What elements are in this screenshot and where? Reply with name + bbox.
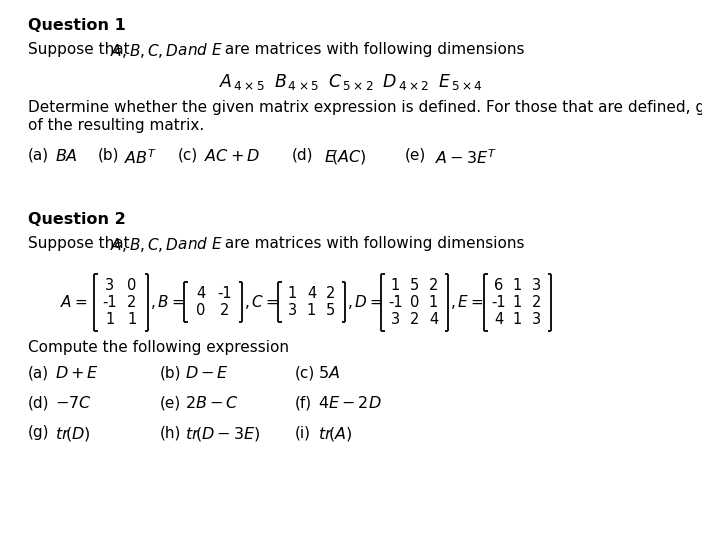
Text: (a): (a) — [28, 365, 49, 380]
Text: (c): (c) — [295, 365, 315, 380]
Text: 4: 4 — [429, 312, 438, 327]
Text: (h): (h) — [160, 425, 181, 440]
Text: 3: 3 — [532, 278, 541, 293]
Text: 4: 4 — [307, 286, 316, 301]
Text: $,C=$: $,C=$ — [244, 293, 279, 311]
Text: $A_{\,4\times5}\;\; B_{\,4\times5}\;\; C_{\,5\times2}\;\; D_{\,4\times2}\;\; E_{: $A_{\,4\times5}\;\; B_{\,4\times5}\;\; C… — [219, 72, 483, 92]
Text: $AC+D$: $AC+D$ — [204, 148, 260, 164]
Text: 3: 3 — [105, 278, 114, 293]
Text: 5: 5 — [410, 278, 419, 293]
Text: 6: 6 — [494, 278, 503, 293]
Text: are matrices with following dimensions: are matrices with following dimensions — [220, 236, 524, 251]
Text: 2: 2 — [532, 295, 541, 310]
Text: 5: 5 — [326, 303, 335, 318]
Text: Question 2: Question 2 — [28, 212, 126, 227]
Text: -1: -1 — [491, 295, 506, 310]
Text: (b): (b) — [98, 148, 119, 163]
Text: $tr\!\left(A\right)$: $tr\!\left(A\right)$ — [318, 425, 352, 443]
Text: -1: -1 — [218, 286, 232, 301]
Text: 1: 1 — [307, 303, 316, 318]
Text: $-7C$: $-7C$ — [55, 395, 92, 411]
Text: Suppose that: Suppose that — [28, 236, 140, 251]
Text: (g): (g) — [28, 425, 50, 440]
Text: $D-E$: $D-E$ — [185, 365, 229, 381]
Text: (d): (d) — [28, 395, 50, 410]
Text: 2: 2 — [127, 295, 137, 310]
Text: $tr\!\left(D-3E\right)$: $tr\!\left(D-3E\right)$ — [185, 425, 260, 443]
Text: -1: -1 — [388, 295, 403, 310]
Text: 2: 2 — [220, 303, 230, 318]
Text: 2: 2 — [326, 286, 335, 301]
Text: (i): (i) — [295, 425, 311, 440]
Text: (a): (a) — [28, 148, 49, 163]
Text: $A,B,C,D$: $A,B,C,D$ — [110, 236, 179, 254]
Text: of the resulting matrix.: of the resulting matrix. — [28, 118, 204, 133]
Text: 0: 0 — [197, 303, 206, 318]
Text: (e): (e) — [160, 395, 181, 410]
Text: $2B-C$: $2B-C$ — [185, 395, 239, 411]
Text: are matrices with following dimensions: are matrices with following dimensions — [220, 42, 524, 57]
Text: 2: 2 — [410, 312, 419, 327]
Text: $E\!\left(AC\right)$: $E\!\left(AC\right)$ — [324, 148, 366, 166]
Text: Compute the following expression: Compute the following expression — [28, 340, 289, 355]
Text: $AB^T$: $AB^T$ — [124, 148, 157, 167]
Text: $A=$: $A=$ — [60, 294, 87, 310]
Text: 1: 1 — [391, 278, 400, 293]
Text: 3: 3 — [391, 312, 400, 327]
Text: 1: 1 — [105, 312, 114, 327]
Text: $E$: $E$ — [207, 236, 223, 252]
Text: $A,B,C,D$: $A,B,C,D$ — [110, 42, 179, 60]
Text: 1: 1 — [513, 312, 522, 327]
Text: (c): (c) — [178, 148, 198, 163]
Text: Suppose that: Suppose that — [28, 42, 140, 57]
Text: 3: 3 — [532, 312, 541, 327]
Text: 1: 1 — [127, 312, 137, 327]
Text: $\mathit{and}$: $\mathit{and}$ — [173, 42, 208, 58]
Text: $BA$: $BA$ — [55, 148, 78, 164]
Text: (e): (e) — [405, 148, 426, 163]
Text: $E$: $E$ — [207, 42, 223, 58]
Text: $\mathit{and}$: $\mathit{and}$ — [173, 236, 208, 252]
Text: 3: 3 — [288, 303, 297, 318]
Text: $5A$: $5A$ — [318, 365, 340, 381]
Text: $,B=$: $,B=$ — [150, 293, 185, 311]
Text: Question 1: Question 1 — [28, 18, 126, 33]
Text: $,E=$: $,E=$ — [450, 293, 484, 311]
Text: 4: 4 — [197, 286, 206, 301]
Text: 0: 0 — [127, 278, 137, 293]
Text: (b): (b) — [160, 365, 182, 380]
Text: (f): (f) — [295, 395, 312, 410]
Text: $,D=$: $,D=$ — [347, 293, 383, 311]
Text: 2: 2 — [429, 278, 438, 293]
Text: $tr\!\left(D\right)$: $tr\!\left(D\right)$ — [55, 425, 91, 443]
Text: $4E-2D$: $4E-2D$ — [318, 395, 382, 411]
Text: 4: 4 — [494, 312, 503, 327]
Text: 0: 0 — [410, 295, 419, 310]
Text: (d): (d) — [292, 148, 314, 163]
Text: 1: 1 — [429, 295, 438, 310]
Text: $D+E$: $D+E$ — [55, 365, 99, 381]
Text: 1: 1 — [288, 286, 297, 301]
Text: Determine whether the given matrix expression is defined. For those that are def: Determine whether the given matrix expre… — [28, 100, 702, 115]
Text: 1: 1 — [513, 295, 522, 310]
Text: 1: 1 — [513, 278, 522, 293]
Text: $A-3E^T$: $A-3E^T$ — [435, 148, 498, 167]
Text: -1: -1 — [102, 295, 117, 310]
